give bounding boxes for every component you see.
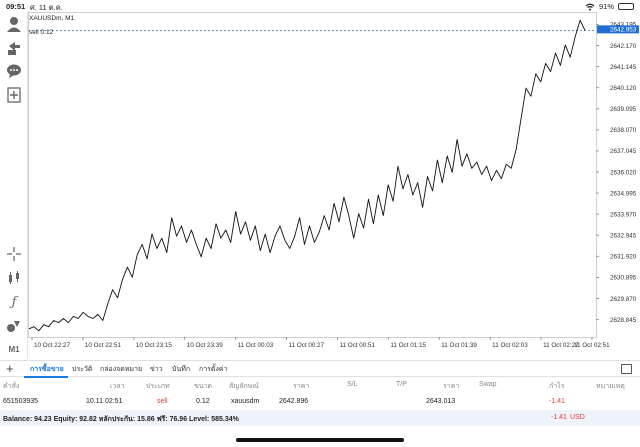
cell-order: 651503935 (3, 398, 39, 405)
add-icon[interactable]: + (6, 361, 14, 376)
cell-time: 10.11 02:51 (86, 398, 123, 405)
crosshair-icon[interactable] (4, 244, 24, 264)
cell-profit: -1.41 (549, 398, 565, 405)
col-symbol: สัญลักษณ์ (229, 383, 259, 390)
col-order: คำสั่ง (3, 383, 20, 390)
col-comment: หมายเหตุ (596, 383, 625, 390)
left-toolbar: ƒ M1 (0, 12, 28, 359)
x-tick-label: 11 Oct 02:51 (574, 342, 610, 349)
chat-icon[interactable] (4, 61, 24, 81)
tab-history[interactable]: ประวัติ (72, 366, 93, 373)
x-tick-label: 11 Oct 00:03 (238, 342, 274, 349)
table-row[interactable]: 651503935 10.11 02:51 sell 0.12 xauusdm … (0, 398, 640, 408)
tab-journal[interactable]: บันทึก (172, 366, 191, 373)
col-type: ประเภท (146, 383, 170, 390)
x-tick-label: 11 Oct 02:27 (543, 342, 579, 349)
y-tick-label: 2634.995 (610, 190, 637, 197)
current-price-tag (597, 25, 639, 34)
indicators-icon[interactable] (4, 268, 24, 288)
new-order-icon[interactable] (4, 85, 24, 105)
col-price: ราคา (443, 383, 460, 390)
col-volume: ขนาด (194, 383, 213, 390)
trade-icon[interactable] (4, 38, 24, 58)
y-tick-label: 2642.170 (610, 43, 637, 50)
col-profit: กำไร (549, 383, 565, 390)
y-tick-label: 2631.920 (610, 254, 637, 261)
col-time: เวลา (110, 383, 125, 390)
x-tick-label: 10 Oct 22:51 (85, 342, 122, 349)
balance-summary: Balance: 94.23 Equity: 92.82 หลักประกัน:… (3, 416, 239, 423)
tab-settings[interactable]: การตั้งค่า (199, 366, 228, 373)
x-tick-label: 10 Oct 22:27 (34, 342, 71, 349)
battery-percent: 91% (598, 2, 614, 11)
chart-symbol-label: XAUUSDm, M1 (29, 15, 75, 22)
x-tick-label: 11 Oct 01:39 (441, 342, 477, 349)
x-tick-label: 10 Oct 23:39 (187, 342, 224, 349)
objects-icon[interactable] (4, 316, 24, 336)
y-tick-label: 2629.870 (610, 296, 637, 303)
total-profit: -1.41 (551, 414, 567, 421)
cell-price: 2643.013 (426, 398, 456, 405)
y-tick-label: 2633.970 (610, 211, 637, 218)
tab-trade[interactable]: การซื้อขาย (30, 366, 64, 373)
col-swap: Swap (479, 381, 497, 388)
status-right: 91% (585, 2, 634, 11)
wifi-icon (585, 3, 595, 11)
cell-open-price: 2642.896 (279, 398, 309, 405)
order-line-label[interactable]: sell 0.12 (29, 29, 54, 36)
tab-news[interactable]: ข่าว (150, 366, 163, 373)
y-tick-label: 2628.845 (610, 317, 637, 324)
battery-icon (618, 3, 634, 10)
timeframe-button[interactable]: M1 (8, 344, 20, 354)
bottom-tabs: + การซื้อขาย ประวัติ กล่องจดหมาย ข่าว บั… (0, 360, 640, 378)
panel-toggle-icon[interactable] (621, 364, 632, 374)
price-chart[interactable]: 2643.195 2642.170 2641.145 2640.120 2639.095… (28, 12, 640, 359)
y-tick-label: 2640.120 (610, 85, 637, 92)
current-price-label: 2642.953 (610, 27, 637, 34)
cell-symbol: xauusdm (231, 398, 260, 405)
status-time: 09:51 (6, 2, 26, 11)
home-indicator (236, 438, 404, 442)
cell-type: sell (157, 398, 168, 405)
chart-canvas: 2643.195 2642.170 2641.145 2640.120 2639.095… (28, 12, 639, 349)
price-series-line (28, 19, 586, 332)
y-tick-label: 2641.145 (610, 64, 637, 71)
y-tick-label: 2632.945 (610, 233, 637, 240)
y-tick-label: 2638.070 (610, 127, 637, 134)
y-tick-label: 2639.095 (610, 106, 637, 113)
account-icon[interactable] (4, 14, 24, 34)
table-header: คำสั่ง เวลา ประเภท ขนาด สัญลักษณ์ ราคา S… (0, 381, 640, 391)
y-tick-label: 2630.895 (610, 275, 637, 282)
status-date: ศ. 11 ต.ค. (30, 3, 63, 12)
y-tick-label: 2643.195 (610, 22, 637, 29)
x-tick-label: 10 Oct 23:15 (136, 342, 173, 349)
col-tp: T/P (396, 381, 407, 388)
x-tick-label: 11 Oct 00:27 (289, 342, 325, 349)
x-tick-label: 11 Oct 01:15 (390, 342, 426, 349)
function-icon[interactable]: ƒ (11, 294, 17, 310)
col-sl: S/L (347, 381, 358, 388)
y-tick-label: 2637.045 (610, 148, 637, 155)
x-tick-label: 11 Oct 00:51 (339, 342, 375, 349)
profit-currency: USD (570, 414, 585, 421)
y-tick-label: 2636.020 (610, 169, 637, 176)
balance-bar: Balance: 94.23 Equity: 92.82 หลักประกัน:… (0, 410, 640, 426)
cell-volume: 0.12 (196, 398, 210, 405)
plot-frame (28, 12, 597, 338)
tab-mailbox[interactable]: กล่องจดหมาย (100, 366, 143, 373)
active-tab-indicator (24, 376, 68, 378)
col-open-price: ราคา (293, 383, 310, 390)
x-tick-label: 11 Oct 02:03 (492, 342, 528, 349)
status-bar: 09:51 ศ. 11 ต.ค. 91% (0, 0, 640, 14)
